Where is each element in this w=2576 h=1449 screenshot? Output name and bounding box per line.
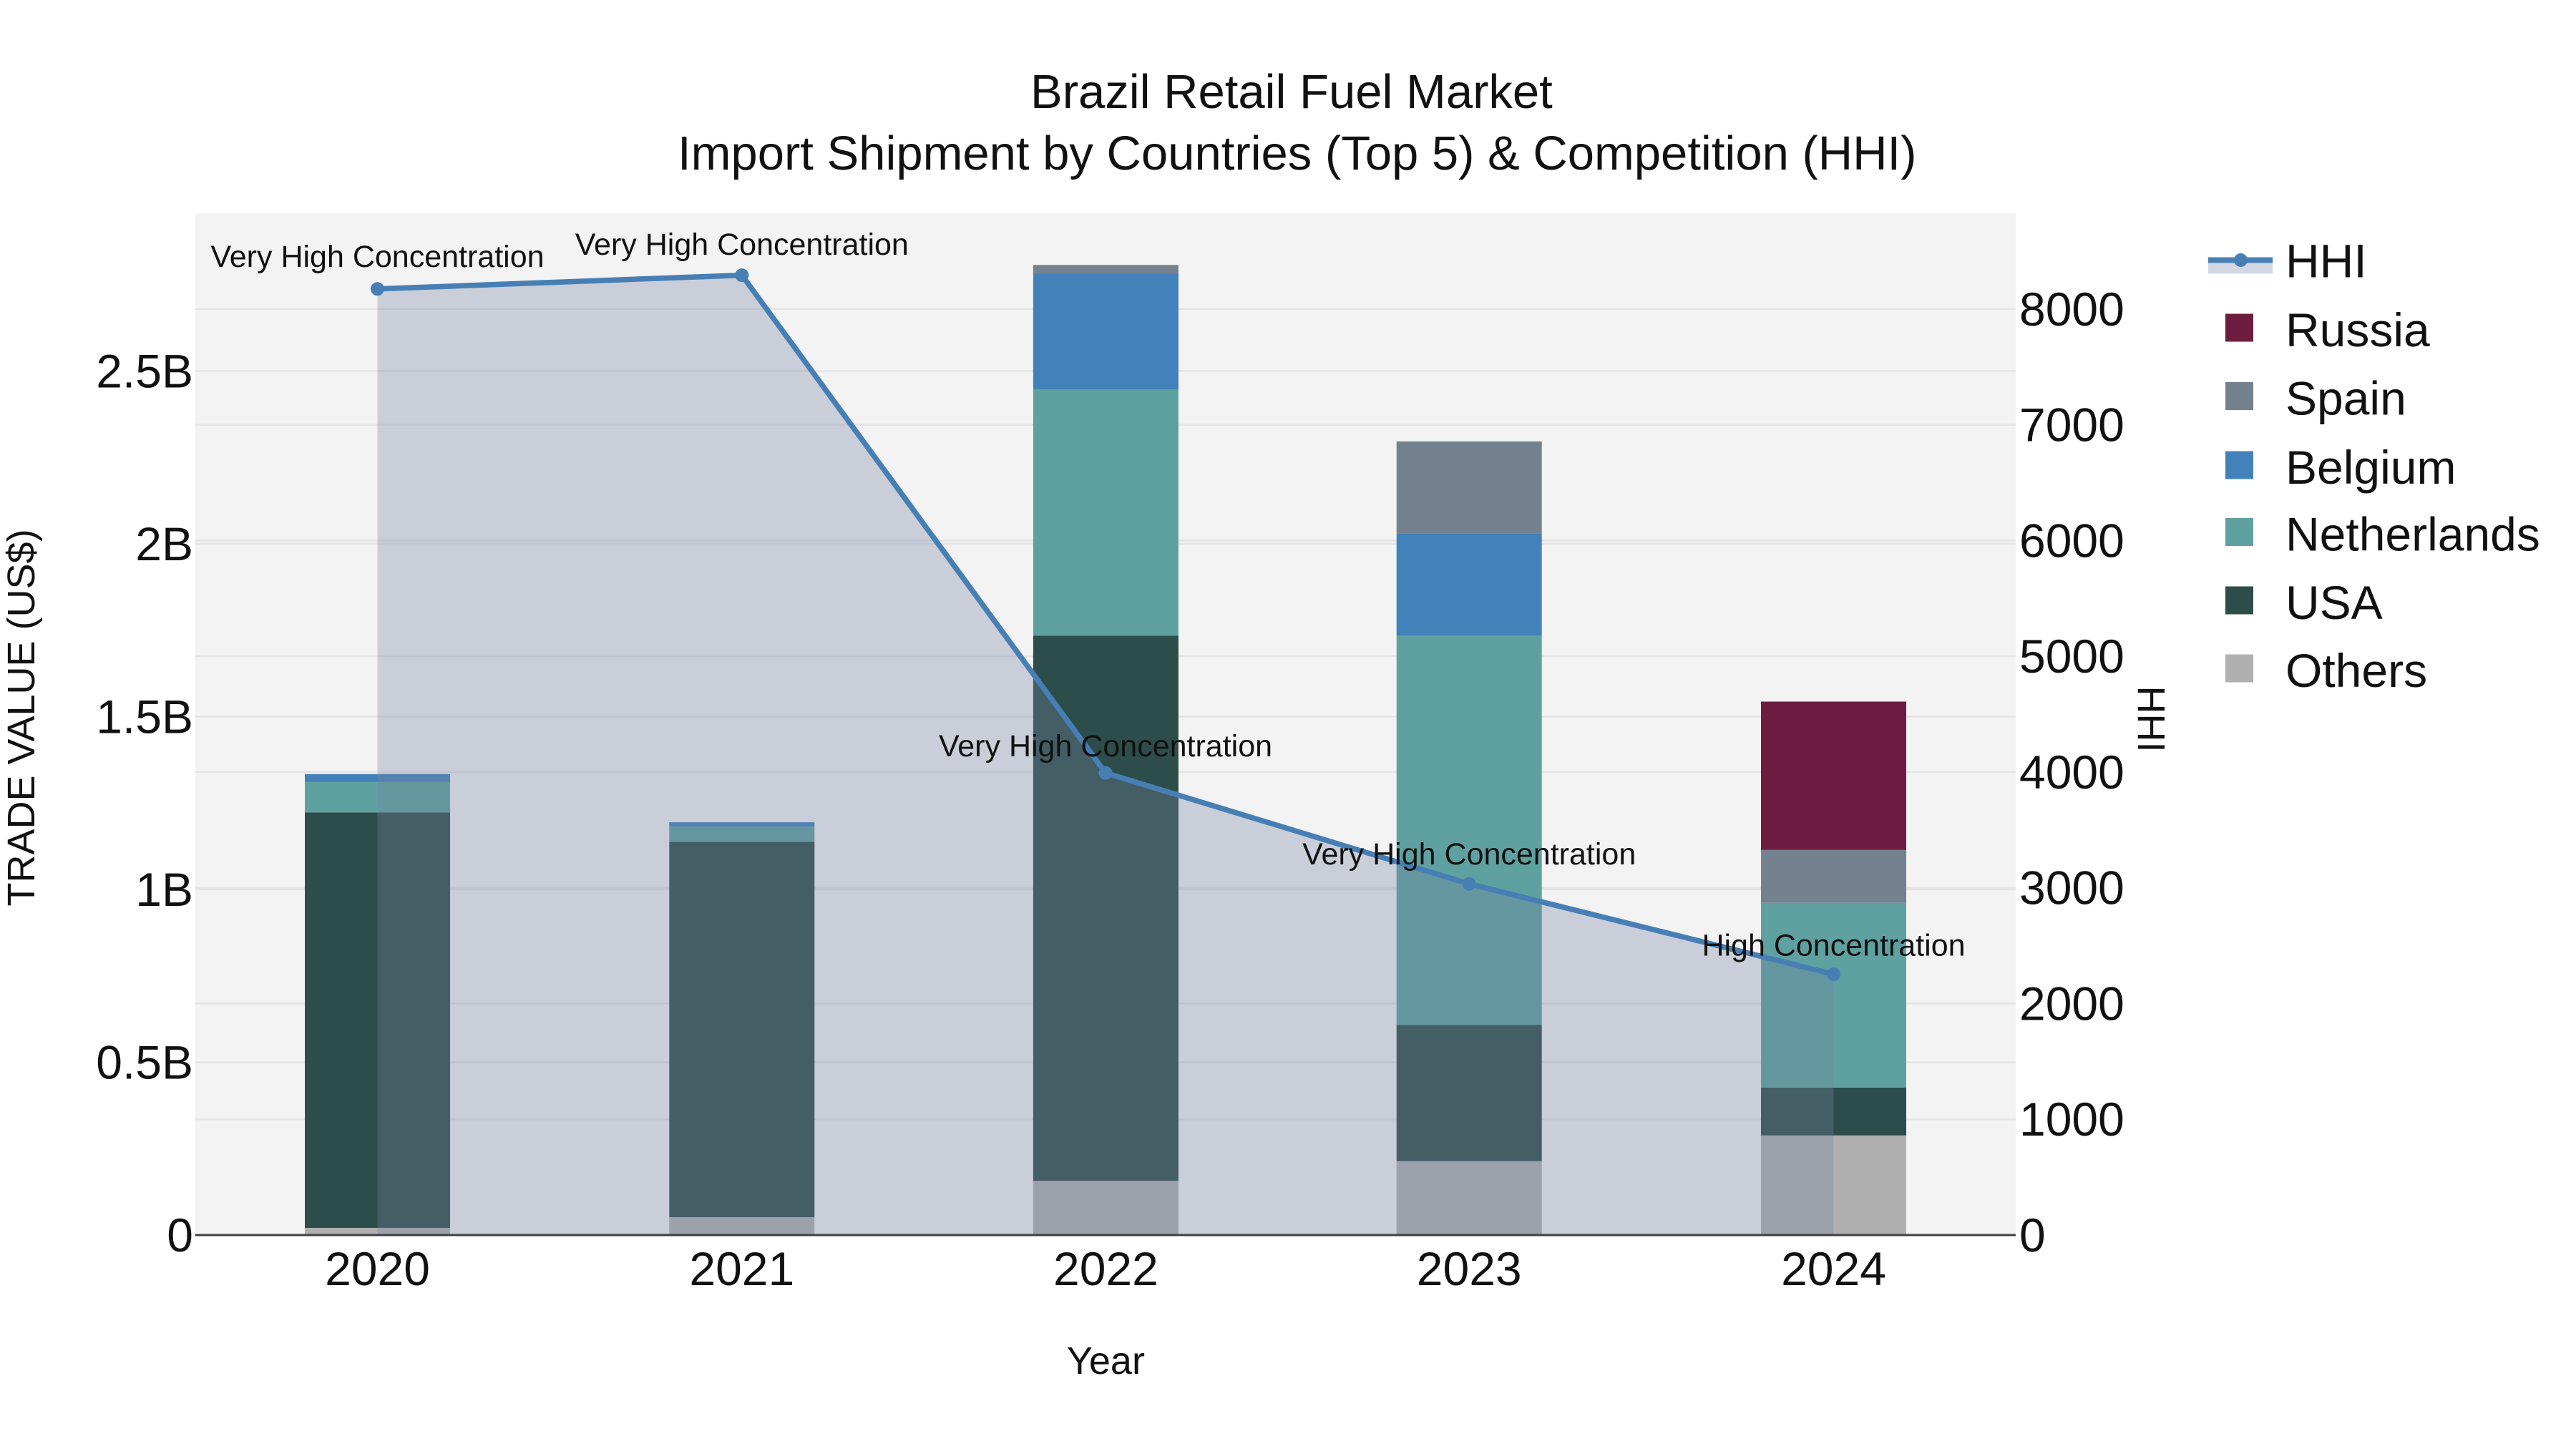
svg-text:Very High Concentration: Very High Concentration: [575, 228, 909, 262]
svg-text:6000: 6000: [2019, 514, 2124, 567]
svg-text:Year: Year: [1067, 1340, 1145, 1382]
svg-text:Very High Concentration: Very High Concentration: [1302, 837, 1636, 872]
svg-text:Brazil Retail Fuel Market: Brazil Retail Fuel Market: [1030, 65, 1553, 119]
svg-text:USA: USA: [2285, 576, 2383, 629]
svg-text:2B: 2B: [135, 517, 193, 570]
svg-text:Russia: Russia: [2285, 303, 2430, 356]
svg-text:0: 0: [167, 1209, 193, 1262]
svg-text:1.5B: 1.5B: [96, 691, 193, 743]
svg-text:2023: 2023: [1417, 1242, 1522, 1295]
svg-text:2020: 2020: [325, 1242, 430, 1295]
svg-text:Import Shipment by Countries (: Import Shipment by Countries (Top 5) & C…: [678, 127, 1916, 180]
svg-text:0: 0: [2019, 1209, 2046, 1262]
svg-text:1B: 1B: [135, 863, 193, 916]
svg-text:3000: 3000: [2019, 862, 2124, 914]
svg-text:HHI: HHI: [2129, 686, 2172, 753]
svg-text:1000: 1000: [2019, 1093, 2124, 1146]
svg-text:8000: 8000: [2019, 283, 2124, 336]
svg-text:HHI: HHI: [2285, 235, 2367, 288]
svg-text:2000: 2000: [2019, 977, 2124, 1030]
svg-text:High Concentration: High Concentration: [1702, 929, 1965, 963]
svg-text:Belgium: Belgium: [2285, 441, 2456, 494]
svg-text:5000: 5000: [2019, 630, 2124, 683]
svg-text:Very High Concentration: Very High Concentration: [939, 729, 1272, 763]
svg-text:Others: Others: [2285, 644, 2427, 697]
svg-text:2024: 2024: [1781, 1242, 1886, 1295]
svg-text:Very High Concentration: Very High Concentration: [210, 240, 544, 274]
svg-text:7000: 7000: [2019, 399, 2124, 452]
svg-text:Spain: Spain: [2285, 372, 2406, 425]
svg-text:Netherlands: Netherlands: [2285, 508, 2540, 561]
svg-text:4000: 4000: [2019, 746, 2124, 799]
svg-text:0.5B: 0.5B: [96, 1036, 193, 1089]
svg-text:2021: 2021: [689, 1242, 794, 1295]
svg-text:TRADE VALUE (US$): TRADE VALUE (US$): [0, 529, 43, 906]
svg-text:2022: 2022: [1053, 1242, 1158, 1295]
svg-text:2.5B: 2.5B: [96, 345, 193, 398]
